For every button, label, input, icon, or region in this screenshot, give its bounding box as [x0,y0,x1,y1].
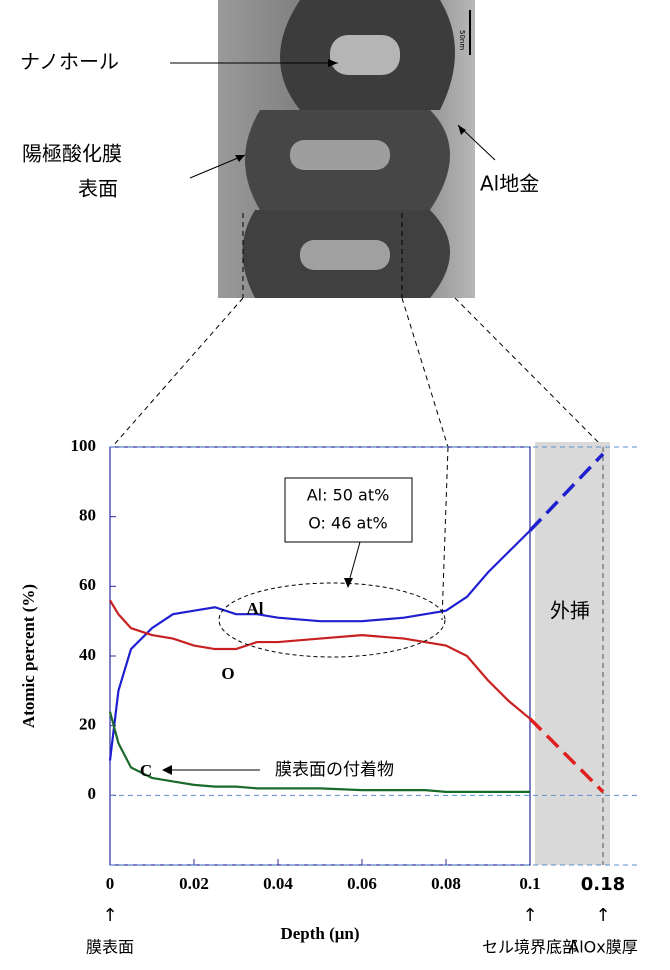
x-tick-label: 0.08 [431,874,461,893]
extrapolation-label: 外挿 [550,599,590,623]
x-tick-label: 0.06 [347,874,377,893]
x-tick-label: 0 [106,874,115,893]
y-tick-label: 40 [79,645,96,664]
scale-bar-label: 50nm [458,30,466,50]
x-axis-title: Depth (μn) [280,924,359,943]
series-label: Al [247,599,264,618]
image-label: 表面 [78,177,118,201]
arrow-up: ↑ [522,905,537,926]
y-tick-label: 80 [79,506,96,525]
extrapolation-region [535,442,610,865]
series-label: C [140,761,152,780]
y-tick-label: 0 [88,784,97,803]
arrow-up: ↑ [595,905,610,926]
tem-image: 50nm [218,0,475,298]
annotation-text: 膜表面の付着物 [275,760,394,780]
arrow-head [344,578,353,588]
x-tick-label: 0.18 [581,874,625,895]
series-line [110,531,530,761]
image-label: 陽極酸化膜 [22,142,122,166]
bottom-label: AlOx膜厚 [568,938,637,957]
x-tick-label: 0.02 [179,874,209,893]
y-tick-label: 60 [79,575,96,594]
series-label: O [221,664,234,683]
y-tick-label: 20 [79,715,96,734]
bottom-label: セル境界底部 [482,938,578,957]
annotation-text: O: 46 at% [308,514,388,533]
y-axis-title: Atomic percent (%) [19,584,38,728]
chart: 外挿 0 20 40 60 80 100 0 0.02 0.04 0.06 0.08 0.1 0.18 De… [19,436,640,957]
arrow-up: ↑ [102,905,117,926]
arrow-head [162,765,172,775]
image-label: ナノホール [20,50,119,74]
highlight-ellipse [219,583,445,657]
y-tick-label: 100 [71,436,97,455]
figure: 50nm ナノホール 陽極酸化膜 表面 Al地金 外挿 0 20 40 60 80 100 0… [0,0,670,970]
annotation-text: Al: 50 at% [307,486,390,505]
bottom-label: 膜表面 [86,938,134,957]
x-tick-label: 0.1 [519,874,540,893]
series-line [110,600,530,718]
x-tick-label: 0.04 [263,874,293,893]
image-label: Al地金 [480,172,539,196]
